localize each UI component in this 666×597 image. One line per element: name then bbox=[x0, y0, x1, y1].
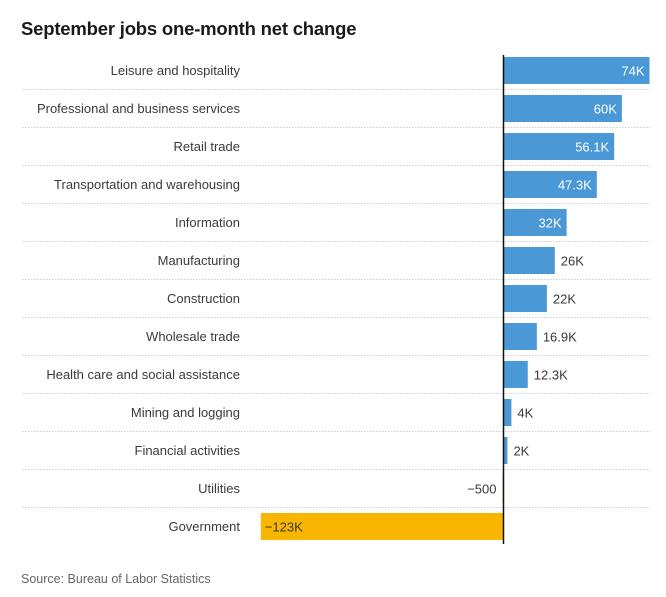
category-label: Mining and logging bbox=[131, 405, 240, 420]
bar bbox=[503, 171, 597, 198]
bar bbox=[503, 323, 537, 350]
bar bbox=[503, 133, 615, 160]
data-label: 12.3K bbox=[534, 368, 568, 383]
category-label: Retail trade bbox=[174, 139, 240, 154]
data-label: 32K bbox=[538, 216, 561, 231]
data-label: 16.9K bbox=[543, 330, 577, 345]
data-label: −123K bbox=[265, 520, 303, 535]
category-label: Government bbox=[168, 519, 240, 534]
bar bbox=[503, 399, 512, 426]
category-label: Transportation and warehousing bbox=[54, 177, 240, 192]
data-label: −500 bbox=[467, 482, 496, 497]
data-label: 26K bbox=[561, 254, 584, 269]
category-label: Manufacturing bbox=[158, 253, 240, 268]
data-label: 47.3K bbox=[558, 178, 592, 193]
category-label: Wholesale trade bbox=[146, 329, 240, 344]
category-label: Health care and social assistance bbox=[46, 367, 240, 382]
bar bbox=[503, 285, 547, 312]
data-label: 74K bbox=[621, 64, 644, 79]
category-label: Financial activities bbox=[135, 443, 241, 458]
chart-title: September jobs one-month net change bbox=[21, 18, 357, 39]
chart-plot: Leisure and hospitality 74K Professional a… bbox=[22, 55, 650, 544]
data-label: 4K bbox=[517, 406, 533, 421]
bar bbox=[503, 95, 622, 122]
bar bbox=[503, 57, 650, 84]
bar bbox=[503, 209, 567, 236]
bar bbox=[503, 361, 528, 388]
data-label: 60K bbox=[594, 102, 617, 117]
bar bbox=[503, 437, 508, 464]
category-label: Utilities bbox=[198, 481, 240, 496]
data-label: 56.1K bbox=[575, 140, 609, 155]
data-label: 2K bbox=[513, 444, 529, 459]
category-label: Leisure and hospitality bbox=[111, 63, 241, 78]
bar bbox=[260, 513, 504, 540]
category-label: Construction bbox=[167, 291, 240, 306]
category-label: Information bbox=[175, 215, 240, 230]
category-label: Professional and business services bbox=[37, 101, 241, 116]
bar bbox=[503, 247, 555, 274]
chart-source: Source: Bureau of Labor Statistics bbox=[21, 572, 211, 586]
data-label: 22K bbox=[553, 292, 576, 307]
